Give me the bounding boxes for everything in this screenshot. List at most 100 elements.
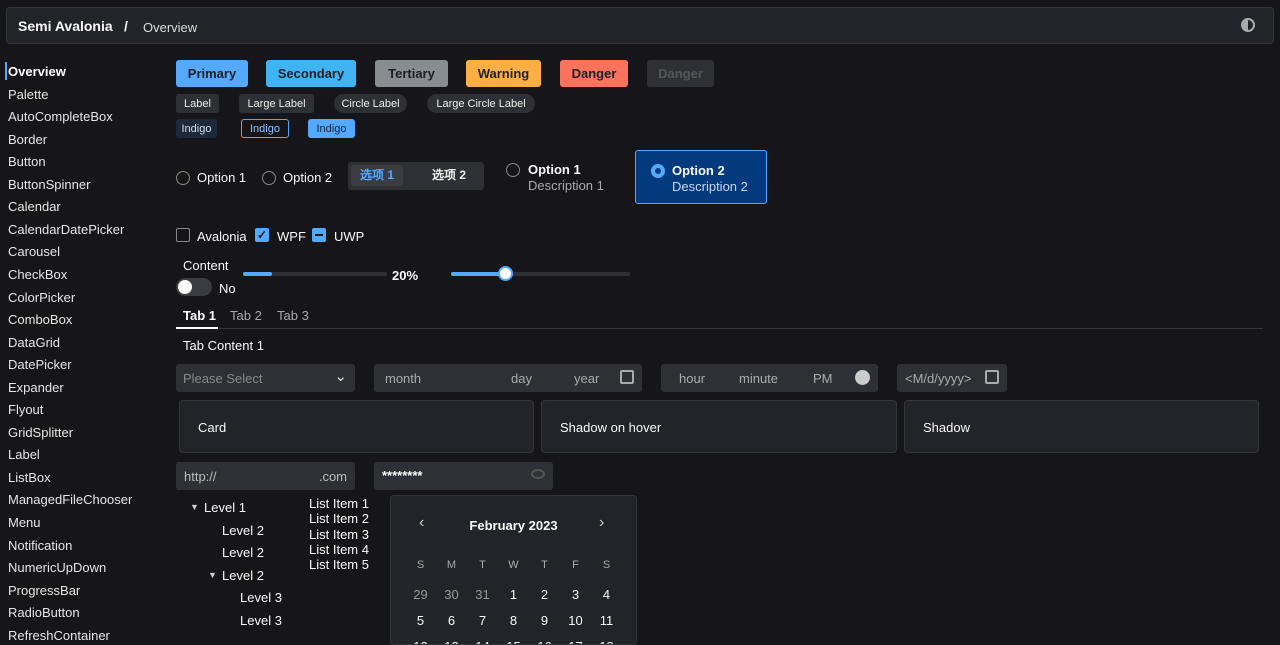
calendar-day[interactable]: 13 bbox=[436, 633, 467, 645]
calendar-day[interactable]: 14 bbox=[467, 633, 498, 645]
sidebar-item-checkbox[interactable]: CheckBox bbox=[8, 266, 68, 282]
sidebar-item-carousel[interactable]: Carousel bbox=[8, 244, 61, 260]
slider[interactable] bbox=[451, 266, 630, 281]
calendar-day[interactable]: 17 bbox=[560, 633, 591, 645]
segment-1[interactable]: 选项 1 bbox=[351, 165, 403, 186]
calendar-day[interactable]: 1 bbox=[509, 586, 518, 602]
calendar-day[interactable]: 2 bbox=[540, 586, 549, 602]
tab-3[interactable]: Tab 3 bbox=[277, 308, 309, 323]
sidebar-item-palette[interactable]: Palette bbox=[8, 86, 49, 102]
sidebar-item-datepicker[interactable]: DatePicker bbox=[8, 357, 72, 373]
sidebar-item-label[interactable]: Label bbox=[8, 447, 40, 463]
next-month-icon[interactable]: › bbox=[599, 514, 605, 531]
toggle-switch[interactable] bbox=[176, 278, 212, 296]
calendar-icon[interactable] bbox=[620, 370, 634, 384]
tree-item[interactable]: Level 2 bbox=[222, 567, 264, 583]
calendar-day[interactable]: 31 bbox=[475, 586, 490, 602]
ampm-field[interactable]: PM bbox=[813, 371, 833, 386]
checkbox-uwp[interactable] bbox=[312, 228, 326, 242]
combo-box[interactable]: Please Select ⌄ bbox=[176, 364, 355, 392]
sidebar-item-calendar[interactable]: Calendar bbox=[8, 199, 61, 215]
sidebar-item-gridsplitter[interactable]: GridSplitter bbox=[8, 424, 74, 440]
sidebar-item-overview[interactable]: Overview bbox=[8, 64, 66, 79]
sidebar-item-managedfilechooser[interactable]: ManagedFileChooser bbox=[8, 492, 133, 508]
sidebar-item-colorpicker[interactable]: ColorPicker bbox=[8, 289, 76, 305]
caret-down-icon[interactable]: ▼ bbox=[208, 569, 217, 580]
tertiary-button[interactable]: Tertiary bbox=[375, 60, 448, 87]
tree-item[interactable]: Level 2 bbox=[222, 545, 264, 560]
list-item[interactable]: List Item 2 bbox=[309, 511, 369, 527]
sidebar-item-radiobutton[interactable]: RadioButton bbox=[8, 605, 80, 621]
danger-button[interactable]: Danger bbox=[560, 60, 628, 87]
checkbox-avalonia[interactable] bbox=[176, 228, 190, 242]
segment-2[interactable]: 选项 2 bbox=[431, 168, 466, 182]
list-item[interactable]: List Item 4 bbox=[309, 541, 369, 557]
calendar-day[interactable]: 18 bbox=[591, 633, 622, 645]
calendar-day[interactable]: 10 bbox=[568, 612, 583, 628]
calendar-day[interactable]: 29 bbox=[413, 586, 428, 602]
prev-month-icon[interactable]: ‹ bbox=[419, 514, 425, 531]
sidebar-item-datagrid[interactable]: DataGrid bbox=[8, 334, 61, 350]
date-picker-fields[interactable]: month day year bbox=[374, 364, 642, 392]
slider-thumb[interactable] bbox=[497, 266, 513, 281]
sidebar-item-notification[interactable]: Notification bbox=[8, 537, 73, 553]
sidebar-item-refreshcontainer[interactable]: RefreshContainer bbox=[8, 627, 110, 643]
calendar-day[interactable]: 30 bbox=[444, 586, 459, 602]
tree-item[interactable]: Level 1 bbox=[204, 500, 246, 515]
sidebar-item-buttonspinner[interactable]: ButtonSpinner bbox=[8, 176, 91, 192]
minute-field[interactable]: minute bbox=[739, 371, 779, 386]
sidebar-item-autocompletebox[interactable]: AutoCompleteBox bbox=[8, 109, 113, 125]
tree-item[interactable]: Level 3 bbox=[240, 590, 282, 605]
tree-item[interactable]: Level 2 bbox=[222, 522, 264, 538]
calendar-day[interactable]: 3 bbox=[571, 586, 580, 602]
time-picker[interactable]: hour minute PM bbox=[661, 364, 878, 392]
sidebar-item-expander[interactable]: Expander bbox=[8, 379, 64, 395]
sidebar-item-listbox[interactable]: ListBox bbox=[8, 469, 51, 485]
sidebar-item-flyout[interactable]: Flyout bbox=[8, 402, 44, 418]
hour-field[interactable]: hour bbox=[679, 371, 706, 386]
radio-card-2[interactable]: Option 2 Description 2 bbox=[635, 150, 767, 204]
calendar-date-picker[interactable]: <M/d/yyyy> bbox=[897, 364, 1007, 392]
list-item[interactable]: List Item 5 bbox=[309, 557, 369, 573]
password-input[interactable]: ******** bbox=[374, 462, 553, 490]
list-item[interactable]: List Item 3 bbox=[309, 526, 369, 542]
theme-toggle-icon[interactable] bbox=[1241, 18, 1255, 32]
list-item[interactable]: List Item 1 bbox=[309, 496, 369, 511]
calendar-title[interactable]: February 2023 bbox=[469, 518, 558, 533]
calendar-day[interactable]: 15 bbox=[498, 633, 529, 645]
calendar-day[interactable]: 12 bbox=[405, 633, 436, 645]
calendar-day[interactable]: 6 bbox=[447, 612, 456, 628]
url-input[interactable]: http:// .com bbox=[176, 462, 355, 490]
primary-button[interactable]: Primary bbox=[176, 60, 248, 87]
sidebar-item-button[interactable]: Button bbox=[8, 154, 46, 170]
calendar-day[interactable]: 16 bbox=[529, 633, 560, 645]
clock-icon[interactable] bbox=[855, 370, 870, 385]
tree-item[interactable]: Level 3 bbox=[240, 612, 282, 628]
eye-icon[interactable] bbox=[531, 469, 545, 479]
sidebar-item-combobox[interactable]: ComboBox bbox=[8, 312, 73, 328]
calendar-day[interactable]: 7 bbox=[478, 612, 487, 628]
sidebar-item-numericupdown[interactable]: NumericUpDown bbox=[8, 560, 107, 576]
checkbox-wpf[interactable]: ✓ bbox=[255, 228, 269, 242]
calendar-day[interactable]: 8 bbox=[509, 612, 518, 628]
sidebar-item-border[interactable]: Border bbox=[8, 131, 48, 147]
radio-option-1[interactable] bbox=[176, 171, 190, 185]
sidebar-item-menu[interactable]: Menu bbox=[8, 515, 41, 530]
year-field[interactable]: year bbox=[574, 371, 600, 386]
month-field[interactable]: month bbox=[385, 371, 422, 386]
caret-down-icon[interactable]: ▼ bbox=[190, 502, 199, 512]
secondary-button[interactable]: Secondary bbox=[266, 60, 356, 87]
calendar-day[interactable]: 5 bbox=[416, 612, 425, 628]
warning-button[interactable]: Warning bbox=[466, 60, 541, 87]
calendar-day[interactable]: 9 bbox=[540, 612, 549, 628]
calendar-icon[interactable] bbox=[985, 370, 999, 384]
calendar-day[interactable]: 11 bbox=[599, 612, 614, 628]
sidebar-item-progressbar[interactable]: ProgressBar bbox=[8, 582, 81, 598]
sidebar-item-calendardatepicker[interactable]: CalendarDatePicker bbox=[8, 221, 125, 237]
calendar-day[interactable]: 4 bbox=[602, 586, 611, 602]
radio-option-2[interactable] bbox=[262, 171, 276, 185]
day-field[interactable]: day bbox=[511, 371, 532, 386]
tab-1[interactable]: Tab 1 bbox=[183, 308, 216, 323]
tab-2[interactable]: Tab 2 bbox=[230, 308, 262, 323]
radio-card-1[interactable]: Option 1 Description 1 bbox=[500, 156, 620, 200]
